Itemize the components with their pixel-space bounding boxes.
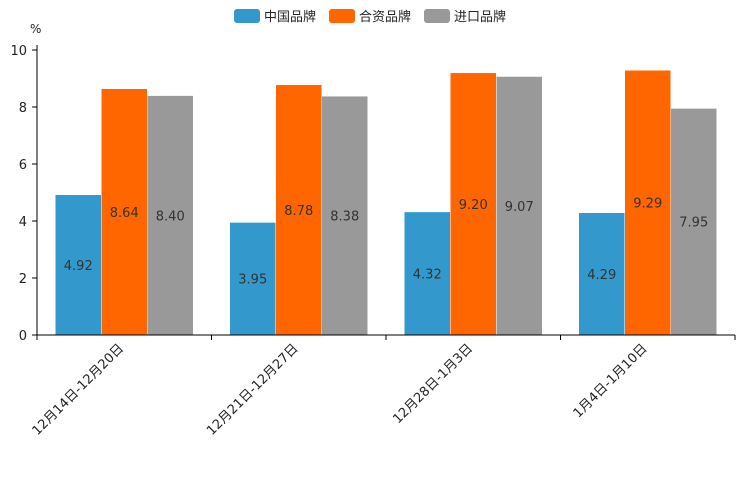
legend-label-1: 中国品牌	[264, 9, 316, 25]
y-tick-label: 10	[10, 44, 27, 59]
x-category-label: 12月28日-1月3日	[390, 341, 476, 427]
legend-swatch-2	[329, 9, 355, 23]
y-tick-label: 8	[19, 101, 27, 116]
bar-3-1	[147, 95, 194, 336]
x-category-label: 12月14日-12月20日	[30, 341, 127, 438]
bar-1-3	[404, 211, 451, 336]
y-tick-label: 6	[19, 158, 27, 173]
bars: 4.92 8.64 8.40 3.95 8.78 8.38 4.32 9.20 9.07 4.29…	[55, 69, 717, 336]
bar-2-2	[275, 84, 322, 336]
x-category-label: 12月21日-12月27日	[204, 341, 301, 438]
bar-3-3	[496, 76, 543, 336]
x-category-label: 1月4日-1月10日	[571, 341, 651, 421]
bar-1-4	[578, 212, 625, 336]
data-label: 7.95	[679, 216, 708, 231]
bar-1-2	[229, 222, 276, 336]
bar-2-4	[624, 69, 671, 336]
data-label: 4.29	[587, 268, 616, 283]
bar-2-3	[450, 72, 497, 336]
y-tick-label: 2	[19, 272, 27, 287]
legend: 中国品牌 合资品牌 进口品牌	[234, 9, 506, 25]
y-axis-unit-label: %	[30, 22, 41, 36]
x-axis: 12月14日-12月20日 12月21日-12月27日 12月28日-1月3日 1月4…	[30, 334, 736, 439]
bar-3-4	[670, 108, 717, 336]
data-label: 9.20	[459, 198, 488, 213]
legend-swatch-3	[424, 9, 450, 23]
bar-2-1	[101, 88, 148, 336]
data-label: 9.29	[633, 197, 662, 212]
data-label: 9.07	[505, 200, 534, 215]
data-label: 8.38	[330, 210, 359, 225]
data-label: 8.40	[156, 209, 185, 224]
bar-3-2	[321, 95, 368, 336]
y-tick-label: 0	[19, 329, 27, 344]
legend-swatch-1	[234, 9, 260, 23]
data-label: 8.78	[284, 204, 313, 219]
y-tick-label: 4	[19, 215, 27, 230]
data-label: 3.95	[238, 273, 267, 288]
legend-label-3: 进口品牌	[454, 9, 506, 25]
data-label: 4.32	[413, 267, 442, 282]
data-label: 4.92	[64, 259, 93, 274]
legend-label-2: 合资品牌	[359, 9, 411, 25]
y-axis: 0 2 4 6 8 10	[10, 44, 38, 344]
data-label: 8.64	[110, 206, 139, 221]
